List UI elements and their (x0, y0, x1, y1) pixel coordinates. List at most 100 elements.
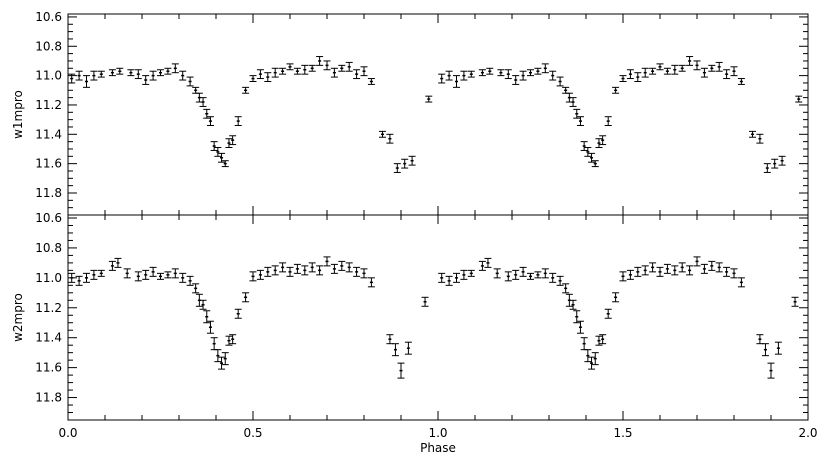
data-point (686, 265, 694, 276)
data-point (192, 283, 200, 294)
data-point (573, 310, 581, 324)
data-point (534, 67, 542, 75)
data-point (123, 268, 131, 279)
data-point (271, 67, 279, 78)
y-tick-label: 10.6 (35, 211, 62, 225)
y-tick-label: 11.6 (35, 361, 62, 375)
data-point (715, 262, 723, 273)
data-point (595, 138, 603, 149)
data-point (90, 70, 98, 81)
data-point (700, 67, 708, 78)
data-point (386, 133, 394, 144)
data-point (584, 349, 592, 363)
data-point (562, 283, 570, 294)
data-point (393, 163, 401, 173)
data-point (708, 260, 716, 271)
x-tick-label: 0.0 (58, 426, 77, 440)
y-tick-label: 11.4 (35, 127, 62, 141)
data-point (330, 67, 338, 78)
data-point (214, 147, 222, 157)
data-point (599, 334, 607, 345)
data-point (504, 69, 512, 80)
y-tick-label: 11.0 (35, 271, 62, 285)
data-point (504, 271, 512, 282)
data-point (134, 69, 142, 80)
data-point (730, 66, 738, 77)
data-point (108, 69, 116, 77)
data-point (591, 352, 599, 366)
data-point (649, 262, 657, 273)
y-tick-label: 10.8 (35, 241, 62, 255)
data-point (308, 64, 316, 72)
data-point (576, 320, 584, 334)
data-point (663, 263, 671, 274)
data-point (453, 272, 460, 283)
data-point (214, 349, 222, 363)
data-point (225, 335, 233, 346)
data-point (580, 337, 588, 351)
data-point (192, 86, 200, 94)
data-point (671, 64, 679, 75)
data-point (401, 158, 409, 169)
data-point (142, 75, 150, 85)
data-point (591, 160, 599, 168)
data-point (301, 265, 309, 276)
x-tick-label: 1.5 (613, 426, 632, 440)
data-point (234, 308, 242, 319)
data-point (386, 334, 394, 345)
data-point (171, 268, 179, 279)
data-point (445, 275, 453, 286)
data-point (438, 73, 446, 84)
data-point (199, 299, 207, 310)
data-point (210, 141, 218, 151)
data-point (649, 67, 657, 75)
y-tick-label: 11.2 (35, 301, 62, 315)
data-point (345, 61, 353, 72)
data-point (634, 266, 642, 277)
data-point (549, 70, 557, 81)
data-point (323, 256, 331, 267)
data-point (562, 86, 570, 94)
data-point (186, 275, 194, 286)
data-point (619, 75, 627, 82)
data-point (391, 343, 399, 357)
data-point (678, 64, 686, 72)
x-tick-label: 1.0 (428, 426, 447, 440)
data-point (301, 64, 309, 75)
data-point (588, 356, 596, 370)
data-point (264, 266, 272, 277)
data-point (460, 269, 468, 280)
data-point (484, 257, 492, 268)
data-point (671, 265, 679, 276)
data-point (256, 269, 264, 280)
y-tick-label: 11.8 (35, 186, 62, 200)
data-point (565, 293, 573, 307)
data-point (686, 56, 694, 66)
data-point (576, 116, 584, 127)
data-point (218, 356, 226, 370)
data-point (149, 70, 157, 81)
data-point (221, 160, 229, 168)
data-point (97, 70, 105, 78)
data-point (242, 86, 250, 94)
data-point (360, 66, 368, 77)
data-point (203, 310, 211, 324)
data-point (330, 263, 338, 274)
y-tick-label: 11.0 (35, 69, 62, 83)
data-point (186, 76, 194, 87)
plot-frame (67, 13, 809, 216)
data-point (206, 116, 214, 127)
data-point (353, 69, 361, 80)
data-point (308, 262, 316, 273)
data-point (663, 67, 671, 75)
data-point (723, 266, 731, 277)
data-point (497, 69, 505, 77)
data-point (286, 266, 294, 277)
data-point (157, 272, 164, 280)
data-point (534, 271, 542, 279)
data-point (421, 296, 429, 307)
data-point (569, 299, 577, 310)
data-point (771, 158, 779, 169)
data-point (316, 265, 324, 276)
data-point (700, 263, 708, 274)
